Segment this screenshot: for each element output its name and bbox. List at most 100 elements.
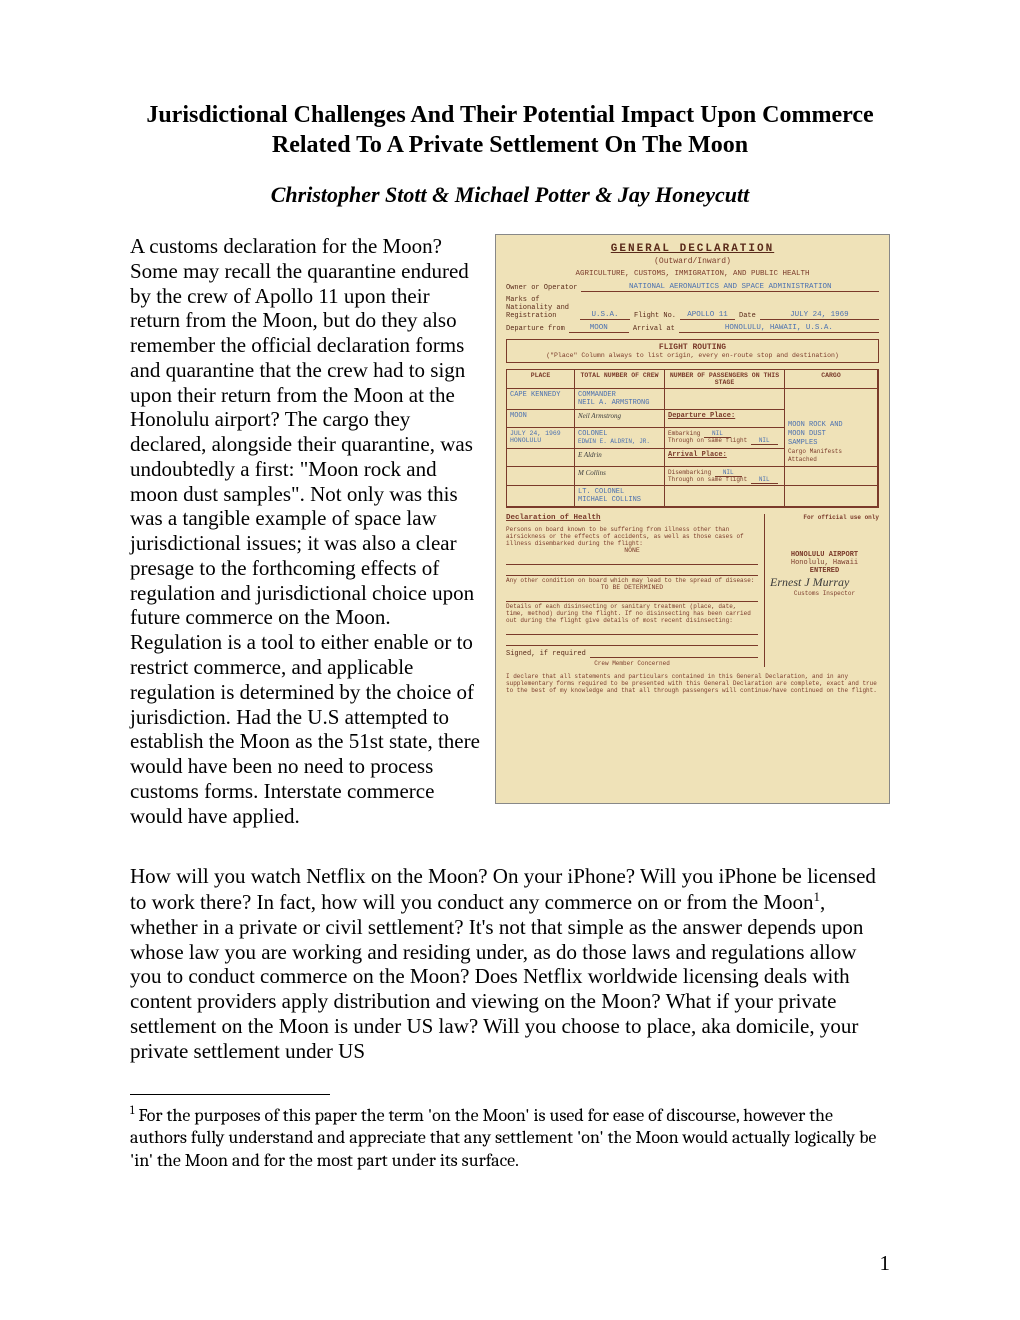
inspector-label: Customs Inspector [770,590,879,597]
r6-cargo [785,486,878,507]
none: NONE [506,547,758,554]
dep-value: MOON [569,324,629,333]
hr2 [506,566,758,576]
nat-label: Marks of Nationality and Registration [506,296,576,320]
r2-pax: Departure Place: [665,410,785,428]
r5-cargo [785,467,878,486]
cargo4: Cargo Manifests Attached [788,448,874,464]
r6-pax [665,486,785,507]
dep-label: Departure from [506,325,565,333]
owner-row: Owner or Operator NATIONAL AERONAUTICS A… [506,283,879,292]
figure-subtitle: (Outward/Inward) [506,257,879,266]
r3-thr: Through on same flight [668,437,747,444]
signed-row: Signed, if required [506,650,758,658]
arr-label: Arrival at [633,325,675,333]
hr4 [506,625,758,635]
figure-title: GENERAL DECLARATION [506,243,879,255]
r5-thr: Through on same flight [668,476,747,483]
hr3 [506,592,758,602]
date-value: JULY 24, 1969 [760,311,879,320]
r1-pax [665,389,785,410]
para2-a: How will you watch Netflix on the Moon? … [130,864,876,914]
r2-sig: Neil Armstrong [575,410,665,428]
hr5 [506,636,758,646]
page-number: 1 [880,1251,891,1276]
r6-name: MICHAEL COLLINS [578,496,661,504]
inspector-sig: Ernest J Murray [770,575,879,590]
r3-thr-val: NIL [751,437,778,445]
r3-emb: Embarking [668,430,700,437]
departure-row: Departure from MOON Arrival at HONOLULU,… [506,324,879,333]
routing-sub: ("Place" Column always to list origin, e… [510,352,875,359]
r1-name: NEIL A. ARMSTRONG [578,399,661,407]
r4-sig: E Aldrin [575,449,665,467]
disinsect: Details of each disinsecting or sanitary… [506,603,758,624]
r4-pax: Arrival Place: [665,449,785,467]
health-text: Persons on board known to be suffering f… [506,526,758,547]
health-section: Declaration of Health Persons on board k… [506,514,879,667]
page-title: Jurisdictional Challenges And Their Pote… [130,100,890,160]
routing-table: PLACE TOTAL NUMBER OF CREW NUMBER OF PAS… [506,369,879,508]
r5-thr-val: NIL [751,476,778,484]
r4-place [507,449,575,467]
health-title: Declaration of Health [506,514,758,522]
r4-arrplace: Arrival Place: [668,451,781,459]
figure-line: AGRICULTURE, CUSTOMS, IMMIGRATION, AND P… [506,270,879,278]
r6-role: LT. COLONEL [578,488,661,496]
owner-label: Owner or Operator [506,284,577,292]
footnote-rule [130,1094,330,1095]
r6-crew: LT. COLONEL MICHAEL COLLINS [575,486,665,507]
r3-pax: Embarking NIL Through on same flight NIL [665,428,785,448]
r2-depplace: Departure Place: [668,412,781,420]
col-cargo: CARGO [785,370,878,389]
r1-crew: COMMANDER NEIL A. ARMSTRONG [575,389,665,410]
owner-value: NATIONAL AERONAUTICS AND SPACE ADMINISTR… [581,283,879,292]
col-pax: NUMBER OF PASSENGERS ON THIS STAGE [665,370,785,389]
entered: ENTERED [770,567,879,575]
date-label: Date [739,312,756,320]
health-right: For official use only HONOLULU AIRPORT H… [764,514,879,667]
r6-place [507,486,575,507]
customs-declaration-figure: GENERAL DECLARATION (Outward/Inward) AGR… [495,234,890,804]
footnote-text: For the purposes of this paper the term … [130,1105,876,1171]
official-only: For official use only [770,514,879,521]
cond-text: Any other condition on board which may l… [506,577,758,584]
paragraph-2: How will you watch Netflix on the Moon? … [130,864,890,1063]
authors: Christopher Stott & Michael Potter & Jay… [130,182,890,208]
figure-footer: I declare that all statements and partic… [506,673,879,695]
health-left: Declaration of Health Persons on board k… [506,514,758,667]
r3-crew: COLONEL EDWIN E. ALDRIN, JR. [575,428,665,448]
routing-title: FLIGHT ROUTING [510,343,875,352]
r5-pax: Disembarking NIL Through on same flight … [665,467,785,486]
airport1: HONOLULU AIRPORT [770,551,879,559]
para2-b: , whether in a private or civil settleme… [130,890,863,1063]
signed-val [590,657,758,658]
r3-place: JULY 24, 1969 HONOLULU [507,428,575,448]
routing-box: FLIGHT ROUTING ("Place" Column always to… [506,339,879,363]
tbd: TO BE DETERMINED [506,584,758,591]
body-wrap: A customs declaration for the Moon? Some… [130,234,890,828]
signed-label: Signed, if required [506,650,586,658]
footnote: 1 For the purposes of this paper the ter… [130,1103,890,1173]
r1-place: CAPE KENNEDY [507,389,575,410]
r3-name: EDWIN E. ALDRIN, JR. [578,438,661,445]
r5-dis: Disembarking [668,469,711,476]
cargo1: MOON ROCK AND [788,421,874,430]
crew-label: Crew Member Concerned [506,660,758,667]
r3-role: COLONEL [578,430,661,438]
col-total: TOTAL NUMBER OF CREW [575,370,665,389]
r5-sig: M Collins [575,467,665,486]
col-place: PLACE [507,370,575,389]
arr-value: HONOLULU, HAWAII, U.S.A. [679,324,879,333]
r2-place: MOON [507,410,575,428]
hr1 [506,555,758,565]
flight-value: APOLLO 11 [680,311,735,320]
flight-label: Flight No. [634,312,676,320]
nat-value: U.S.A. [580,311,630,320]
nationality-row: Marks of Nationality and Registration U.… [506,296,879,320]
r1-role: COMMANDER [578,391,661,399]
cargo3: SAMPLES [788,439,874,448]
cargo2: MOON DUST [788,430,874,439]
r1-cargo: MOON ROCK AND MOON DUST SAMPLES Cargo Ma… [785,389,878,467]
r5-place [507,467,575,486]
